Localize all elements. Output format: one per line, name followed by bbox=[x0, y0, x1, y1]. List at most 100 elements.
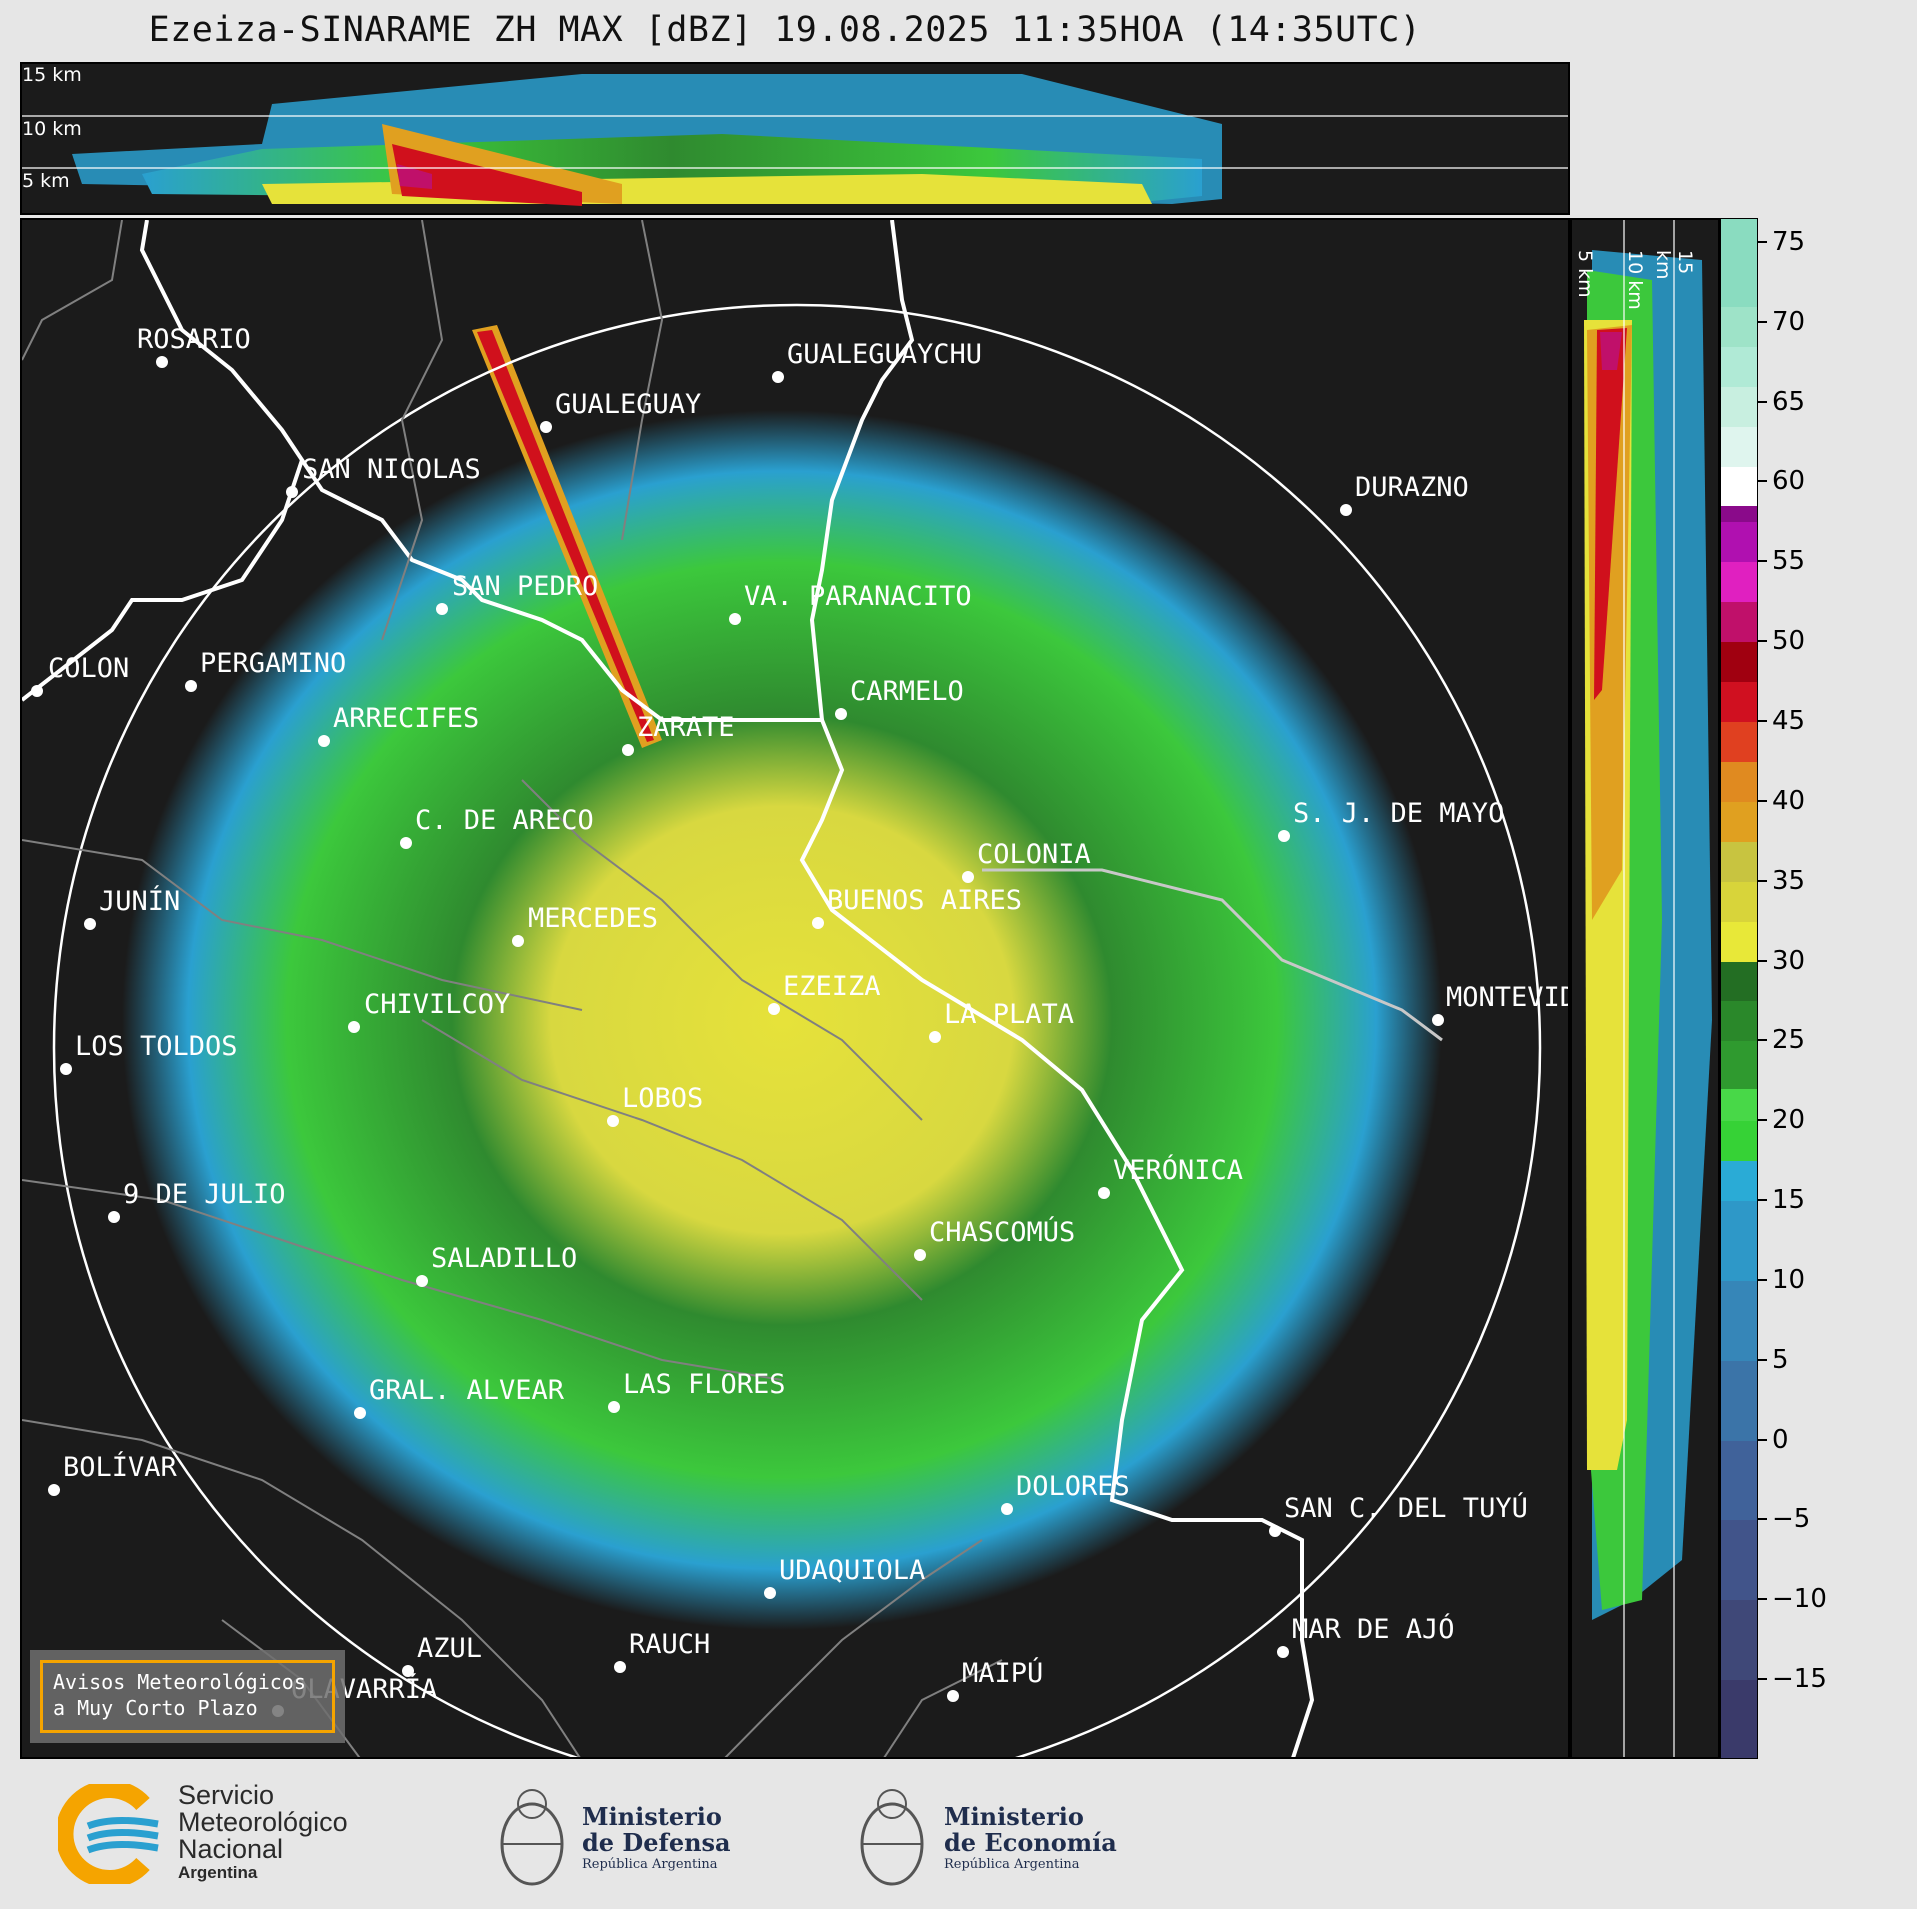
smn-logo-icon bbox=[58, 1784, 159, 1884]
colorbar-band bbox=[1721, 1520, 1757, 1601]
economia-line1: Ministerio bbox=[944, 1802, 1084, 1831]
colorbar-tick-label: −10 bbox=[1772, 1584, 1827, 1615]
colorbar-band bbox=[1721, 881, 1757, 922]
colorbar-band bbox=[1721, 506, 1757, 523]
city-label: GRAL. ALVEAR bbox=[369, 1375, 565, 1406]
city-marker bbox=[947, 1690, 959, 1702]
colorbar-tick-label: 25 bbox=[1772, 1025, 1806, 1056]
colorbar-tick-label: 45 bbox=[1772, 706, 1806, 737]
city-marker bbox=[1278, 830, 1290, 842]
colorbar-tick-label: 20 bbox=[1772, 1105, 1806, 1136]
city-marker bbox=[84, 918, 96, 930]
city-marker bbox=[1340, 504, 1352, 516]
city-label: AZUL bbox=[417, 1633, 483, 1664]
colorbar-tick-label: 15 bbox=[1772, 1185, 1806, 1216]
avisos-line1: Avisos Meteorológicos bbox=[53, 1670, 306, 1694]
city-marker bbox=[48, 1484, 60, 1496]
defensa-coat-of-arms-icon bbox=[500, 1789, 564, 1886]
city-marker bbox=[835, 708, 847, 720]
echo-field bbox=[122, 410, 1442, 1630]
colorbar-band bbox=[1721, 562, 1757, 603]
colorbar-tick-label: 55 bbox=[1772, 546, 1806, 577]
colorbar-band bbox=[1721, 961, 1757, 1002]
colorbar-band bbox=[1721, 306, 1757, 347]
colorbar-tick-label: −5 bbox=[1772, 1504, 1811, 1535]
city-marker bbox=[812, 917, 824, 929]
km-label-10: 10 km bbox=[22, 118, 82, 140]
radar-map-panel[interactable]: ROSARIO GUALEGUAYCHU GUALEGUAY SAN NICOLAS D… bbox=[20, 218, 1570, 1759]
city-marker bbox=[354, 1407, 366, 1419]
colorbar-band bbox=[1721, 1121, 1757, 1162]
colorbar-tick-label: −15 bbox=[1772, 1664, 1827, 1695]
defensa-line3: República Argentina bbox=[582, 1857, 718, 1872]
city-label: VA. PARANACITO bbox=[744, 581, 972, 612]
coastline bbox=[139, 220, 1315, 1757]
city-label: SAN NICOLAS bbox=[302, 454, 481, 485]
colorbar-band bbox=[1721, 1440, 1757, 1521]
city-label: S. J. DE MAYO bbox=[1293, 798, 1505, 829]
km-label-15: 15 km bbox=[22, 64, 82, 86]
city-marker bbox=[929, 1031, 941, 1043]
side-km-label-5: 5 km bbox=[1574, 250, 1596, 298]
city-label: LA PLATA bbox=[944, 999, 1075, 1030]
city-label: C. DE ARECO bbox=[415, 805, 594, 836]
city-marker bbox=[156, 356, 168, 368]
footer-logos: Servicio Meteorológico Nacional Argentin… bbox=[0, 1762, 1917, 1909]
avisos-line2: a Muy Corto Plazo bbox=[53, 1696, 258, 1720]
city-label: BOLÍVAR bbox=[63, 1452, 177, 1483]
smn-line4: Argentina bbox=[178, 1863, 258, 1882]
economia-line2: de Economía bbox=[944, 1828, 1117, 1857]
colorbar-tick-label: 70 bbox=[1772, 306, 1806, 337]
colorbar-band bbox=[1721, 1161, 1757, 1202]
city-marker bbox=[540, 421, 552, 433]
city-marker bbox=[1001, 1503, 1013, 1515]
city-label: DURAZNO bbox=[1355, 472, 1469, 503]
city-marker bbox=[614, 1661, 626, 1673]
city-label: SAN C. DEL TUYÚ bbox=[1284, 1493, 1528, 1524]
colorbar-tick-label: 35 bbox=[1772, 865, 1806, 896]
city-label: LOBOS bbox=[622, 1083, 704, 1114]
city-label: MONTEVIDEO bbox=[1446, 982, 1568, 1013]
city-marker bbox=[772, 371, 784, 383]
city-label: ARRECIFES bbox=[333, 703, 480, 734]
colorbar-tick-label: 5 bbox=[1772, 1344, 1789, 1375]
city-label: CARMELO bbox=[850, 676, 964, 707]
colorbar bbox=[1720, 218, 1758, 1759]
smn-line1: Servicio bbox=[178, 1780, 275, 1810]
radar-map-svg bbox=[22, 220, 1542, 1757]
city-marker bbox=[914, 1249, 926, 1261]
city-label: COLON bbox=[48, 653, 130, 684]
city-label: SALADILLO bbox=[431, 1243, 578, 1274]
colorbar-ticks: 75 70 65 60 55 50 45 40 35 30 25 20 15 10 5 0 −5 −10 −15 bbox=[1758, 218, 1908, 1759]
side-cross-section-panel: 5 km 10 km 15 km bbox=[1570, 218, 1720, 1759]
top-cross-section-panel: 15 km 10 km 5 km bbox=[20, 62, 1570, 215]
city-marker bbox=[1432, 1014, 1444, 1026]
city-label: JUNÍN bbox=[99, 886, 181, 917]
city-marker bbox=[1098, 1187, 1110, 1199]
city-label: SAN PEDRO bbox=[452, 571, 599, 602]
city-label: GUALEGUAYCHU bbox=[787, 339, 983, 370]
city-marker bbox=[400, 837, 412, 849]
city-marker bbox=[60, 1063, 72, 1075]
defensa-line1: Ministerio bbox=[582, 1802, 722, 1831]
city-marker bbox=[31, 685, 43, 697]
colorbar-band bbox=[1721, 921, 1757, 962]
colorbar-band bbox=[1721, 522, 1757, 563]
city-label: VERÓNICA bbox=[1113, 1155, 1244, 1186]
colorbar-band bbox=[1721, 219, 1757, 307]
city-marker bbox=[108, 1211, 120, 1223]
economia-line3: República Argentina bbox=[944, 1857, 1080, 1872]
colorbar-band bbox=[1721, 426, 1757, 467]
colorbar-band bbox=[1721, 1360, 1757, 1441]
colorbar-band bbox=[1721, 1041, 1757, 1090]
defensa-line2: de Defensa bbox=[582, 1828, 731, 1857]
city-label: COLONIA bbox=[977, 839, 1091, 870]
city-marker bbox=[622, 744, 634, 756]
city-marker bbox=[286, 486, 298, 498]
colorbar-band bbox=[1721, 346, 1757, 387]
colorbar-band bbox=[1721, 722, 1757, 762]
city-marker bbox=[1277, 1646, 1289, 1658]
colorbar-band bbox=[1721, 642, 1757, 683]
avisos-button[interactable]: Avisos Meteorológicos a Muy Corto Plazo bbox=[30, 1650, 345, 1743]
city-marker bbox=[962, 871, 974, 883]
